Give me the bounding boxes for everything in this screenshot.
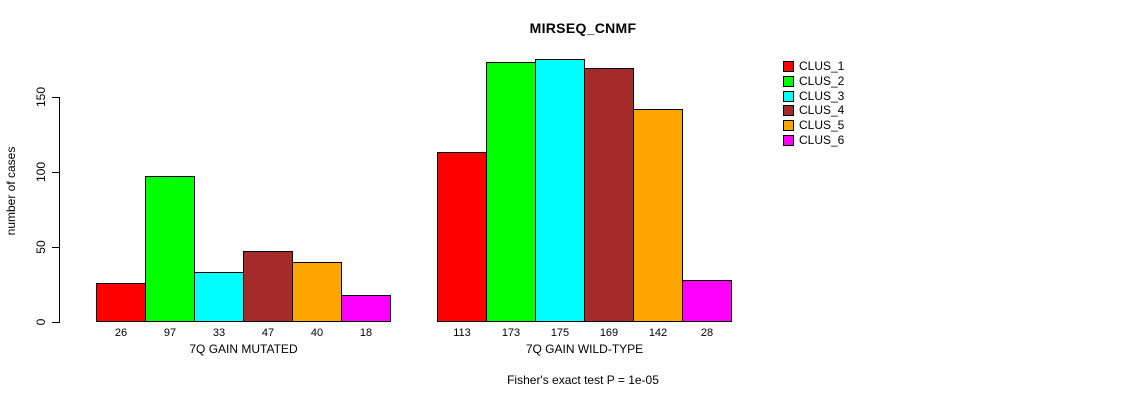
- legend-swatch-icon: [783, 135, 794, 146]
- legend-item-clus_4: CLUS_4: [783, 103, 845, 117]
- bar-value-label: 175: [550, 327, 570, 339]
- bar-value-label: 47: [261, 327, 275, 339]
- legend-swatch-icon: [783, 120, 794, 131]
- bar-value-label: 173: [501, 327, 521, 339]
- legend-item-clus_3: CLUS_3: [783, 89, 845, 103]
- legend-label: CLUS_3: [799, 89, 845, 103]
- y-tick-mark: [52, 247, 59, 248]
- bar-clus_4-group1: [243, 251, 293, 322]
- bar-value-label: 169: [599, 327, 619, 339]
- bar-clus_2-group2: [486, 62, 536, 322]
- y-tick-mark: [52, 97, 59, 98]
- bar-clus_5-group2: [633, 109, 683, 322]
- bar-value-label: 26: [114, 327, 128, 339]
- bar-clus_2-group1: [145, 176, 195, 322]
- bar-value-label: 142: [648, 327, 668, 339]
- legend-label: CLUS_1: [799, 59, 845, 73]
- legend-label: CLUS_4: [799, 103, 845, 117]
- bar-clus_3-group1: [194, 272, 244, 322]
- legend-label: CLUS_6: [799, 133, 845, 147]
- legend-item-clus_1: CLUS_1: [783, 59, 845, 73]
- y-tick-label: 150: [34, 86, 48, 108]
- y-tick-label: 50: [34, 240, 48, 254]
- bar-value-label: 28: [700, 327, 714, 339]
- group-label: 7Q GAIN MUTATED: [189, 342, 298, 356]
- legend-label: CLUS_5: [799, 118, 845, 132]
- legend-swatch-icon: [783, 91, 794, 102]
- y-tick-label: 0: [34, 318, 48, 326]
- legend-item-clus_2: CLUS_2: [783, 74, 845, 88]
- y-tick-label: 100: [34, 161, 48, 183]
- bar-clus_1-group1: [96, 283, 146, 322]
- bar-clus_6-group1: [341, 295, 391, 322]
- legend-swatch-icon: [783, 105, 794, 116]
- group-label: 7Q GAIN WILD-TYPE: [525, 342, 644, 356]
- bar-clus_4-group2: [584, 68, 634, 322]
- bar-value-label: 18: [359, 327, 373, 339]
- legend-item-clus_5: CLUS_5: [783, 118, 845, 132]
- bar-clus_1-group2: [437, 152, 487, 322]
- bar-value-label: 33: [212, 327, 226, 339]
- legend-swatch-icon: [783, 76, 794, 87]
- y-axis-title: number of cases: [4, 146, 18, 236]
- bar-clus_5-group1: [292, 262, 342, 322]
- bar-clus_3-group2: [535, 59, 585, 322]
- chart-footer: Fisher's exact test P = 1e-05: [507, 373, 659, 387]
- y-axis-line: [59, 97, 60, 323]
- bar-clus_6-group2: [682, 280, 732, 322]
- legend-swatch-icon: [783, 61, 794, 72]
- bar-value-label: 113: [453, 327, 471, 339]
- bar-value-label: 40: [310, 327, 324, 339]
- legend-item-clus_6: CLUS_6: [783, 133, 845, 147]
- y-tick-mark: [52, 322, 59, 323]
- legend-label: CLUS_2: [799, 74, 845, 88]
- y-tick-mark: [52, 172, 59, 173]
- chart-title: MIRSEQ_CNMF: [529, 20, 637, 36]
- bar-value-label: 97: [163, 327, 177, 339]
